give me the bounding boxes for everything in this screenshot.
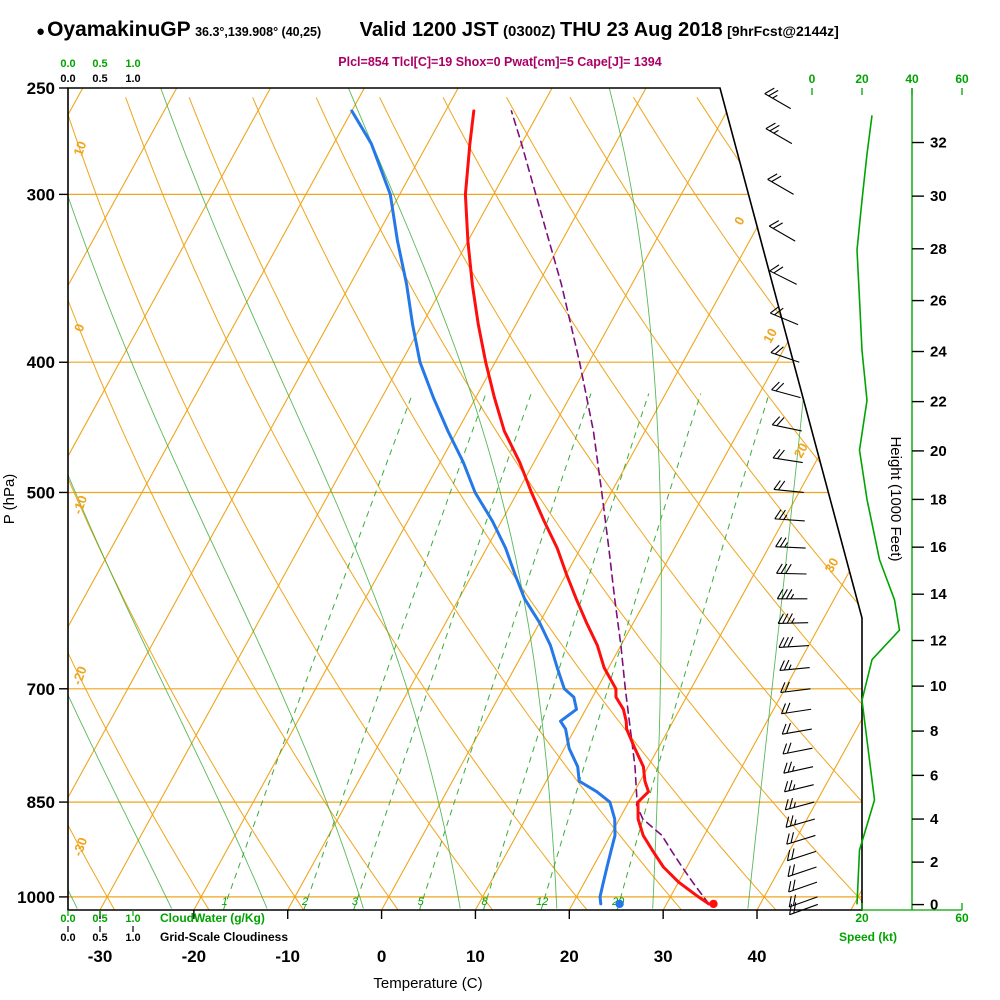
svg-text:4: 4 xyxy=(930,811,939,828)
svg-text:-10: -10 xyxy=(275,947,300,966)
cloudwater-label: CloudWater (g/Kg) xyxy=(160,911,265,925)
svg-text:-30: -30 xyxy=(88,947,113,966)
svg-text:0.5: 0.5 xyxy=(92,58,107,70)
svg-text:8: 8 xyxy=(930,723,938,740)
svg-text:0: 0 xyxy=(809,72,816,86)
svg-text:1.0: 1.0 xyxy=(125,73,140,85)
svg-text:500: 500 xyxy=(27,483,55,502)
svg-text:-10: -10 xyxy=(70,493,91,516)
svg-text:0.5: 0.5 xyxy=(92,73,107,85)
svg-text:20: 20 xyxy=(855,72,869,86)
background-grid: 123581220 xyxy=(68,88,862,910)
station-bullet-icon: ● xyxy=(36,23,46,40)
svg-text:30: 30 xyxy=(821,555,841,575)
svg-text:1000: 1000 xyxy=(17,888,55,907)
svg-text:28: 28 xyxy=(930,241,947,258)
temperature-axis-title: Temperature (C) xyxy=(373,975,482,992)
station-name: OyamakinuGP xyxy=(47,18,191,41)
svg-text:1: 1 xyxy=(222,896,228,908)
pressure-axis-title: P (hPa) xyxy=(1,474,18,525)
svg-text:-20: -20 xyxy=(69,664,90,687)
svg-text:20: 20 xyxy=(930,443,947,460)
dewpoint-curve xyxy=(350,109,617,906)
station-coords: 36.3°,139.908° (40,25) xyxy=(195,25,322,39)
cloudiness-label: Grid-Scale Cloudiness xyxy=(160,930,288,944)
svg-text:60: 60 xyxy=(955,72,969,86)
svg-text:400: 400 xyxy=(27,353,55,372)
wind-barbs xyxy=(764,87,818,916)
forecast-tag: [9hrFcst@2144z] xyxy=(727,23,839,39)
svg-text:40: 40 xyxy=(748,947,767,966)
svg-text:0.0: 0.0 xyxy=(60,913,75,925)
svg-text:12: 12 xyxy=(536,896,548,908)
axes: 0102030100-10-20-30250300400500700850100… xyxy=(17,58,969,966)
svg-text:5: 5 xyxy=(418,896,425,908)
svg-text:1.0: 1.0 xyxy=(125,913,140,925)
valid-zulu: (0300Z) xyxy=(503,23,556,40)
valid-date: THU 23 Aug 2018 xyxy=(560,19,723,41)
svg-text:30: 30 xyxy=(930,188,947,205)
svg-text:10: 10 xyxy=(930,678,947,695)
height-axis-title: Height (1000 Feet) xyxy=(887,436,904,561)
svg-text:-20: -20 xyxy=(182,947,207,966)
svg-text:0: 0 xyxy=(71,322,88,334)
svg-text:0: 0 xyxy=(930,897,938,914)
svg-text:60: 60 xyxy=(955,911,969,925)
svg-text:0.5: 0.5 xyxy=(92,932,107,944)
svg-text:250: 250 xyxy=(27,79,55,98)
svg-text:300: 300 xyxy=(27,185,55,204)
svg-text:26: 26 xyxy=(930,293,947,310)
svg-text:10: 10 xyxy=(466,947,485,966)
svg-text:0: 0 xyxy=(731,214,748,228)
svg-text:30: 30 xyxy=(654,947,673,966)
svg-text:24: 24 xyxy=(930,344,947,361)
stability-indices: Plcl=854 Tlcl[C]=19 Shox=0 Pwat[cm]=5 Ca… xyxy=(338,55,662,69)
svg-text:3: 3 xyxy=(352,896,359,908)
speed-axis-title: Speed (kt) xyxy=(839,930,897,944)
wind-speed-curve xyxy=(856,115,901,905)
svg-text:40: 40 xyxy=(905,72,919,86)
svg-text:0.5: 0.5 xyxy=(92,913,107,925)
svg-text:6: 6 xyxy=(930,767,938,784)
svg-text:32: 32 xyxy=(930,135,947,152)
svg-text:-30: -30 xyxy=(70,835,91,858)
svg-text:0.0: 0.0 xyxy=(60,73,75,85)
surface-dewpoint-dot xyxy=(615,899,624,909)
valid-time: Valid 1200 JST xyxy=(359,19,499,41)
svg-text:22: 22 xyxy=(930,394,947,411)
svg-text:20: 20 xyxy=(560,947,579,966)
svg-text:850: 850 xyxy=(27,793,55,812)
plot-frame xyxy=(67,87,863,911)
svg-text:2: 2 xyxy=(930,854,938,871)
svg-text:0.0: 0.0 xyxy=(60,932,75,944)
svg-text:20: 20 xyxy=(855,911,869,925)
svg-text:10: 10 xyxy=(760,326,780,346)
svg-text:0.0: 0.0 xyxy=(60,58,75,70)
sounding-profiles xyxy=(350,109,718,909)
svg-text:8: 8 xyxy=(482,896,489,908)
parcel-curve xyxy=(510,110,710,905)
svg-text:20: 20 xyxy=(791,440,811,460)
svg-text:14: 14 xyxy=(930,586,947,603)
temperature-curve xyxy=(463,109,711,906)
surface-temp-dot xyxy=(709,899,718,909)
svg-text:18: 18 xyxy=(930,491,947,508)
svg-text:16: 16 xyxy=(930,539,947,556)
svg-text:0: 0 xyxy=(377,947,386,966)
svg-text:2: 2 xyxy=(301,896,308,908)
svg-text:700: 700 xyxy=(27,680,55,699)
svg-text:10: 10 xyxy=(70,139,89,158)
chart-title: ●OyamakinuGP 36.3°,139.908° (40,25) Vali… xyxy=(36,18,839,42)
svg-text:12: 12 xyxy=(930,632,947,649)
svg-text:1.0: 1.0 xyxy=(125,932,140,944)
svg-text:1.0: 1.0 xyxy=(125,58,140,70)
